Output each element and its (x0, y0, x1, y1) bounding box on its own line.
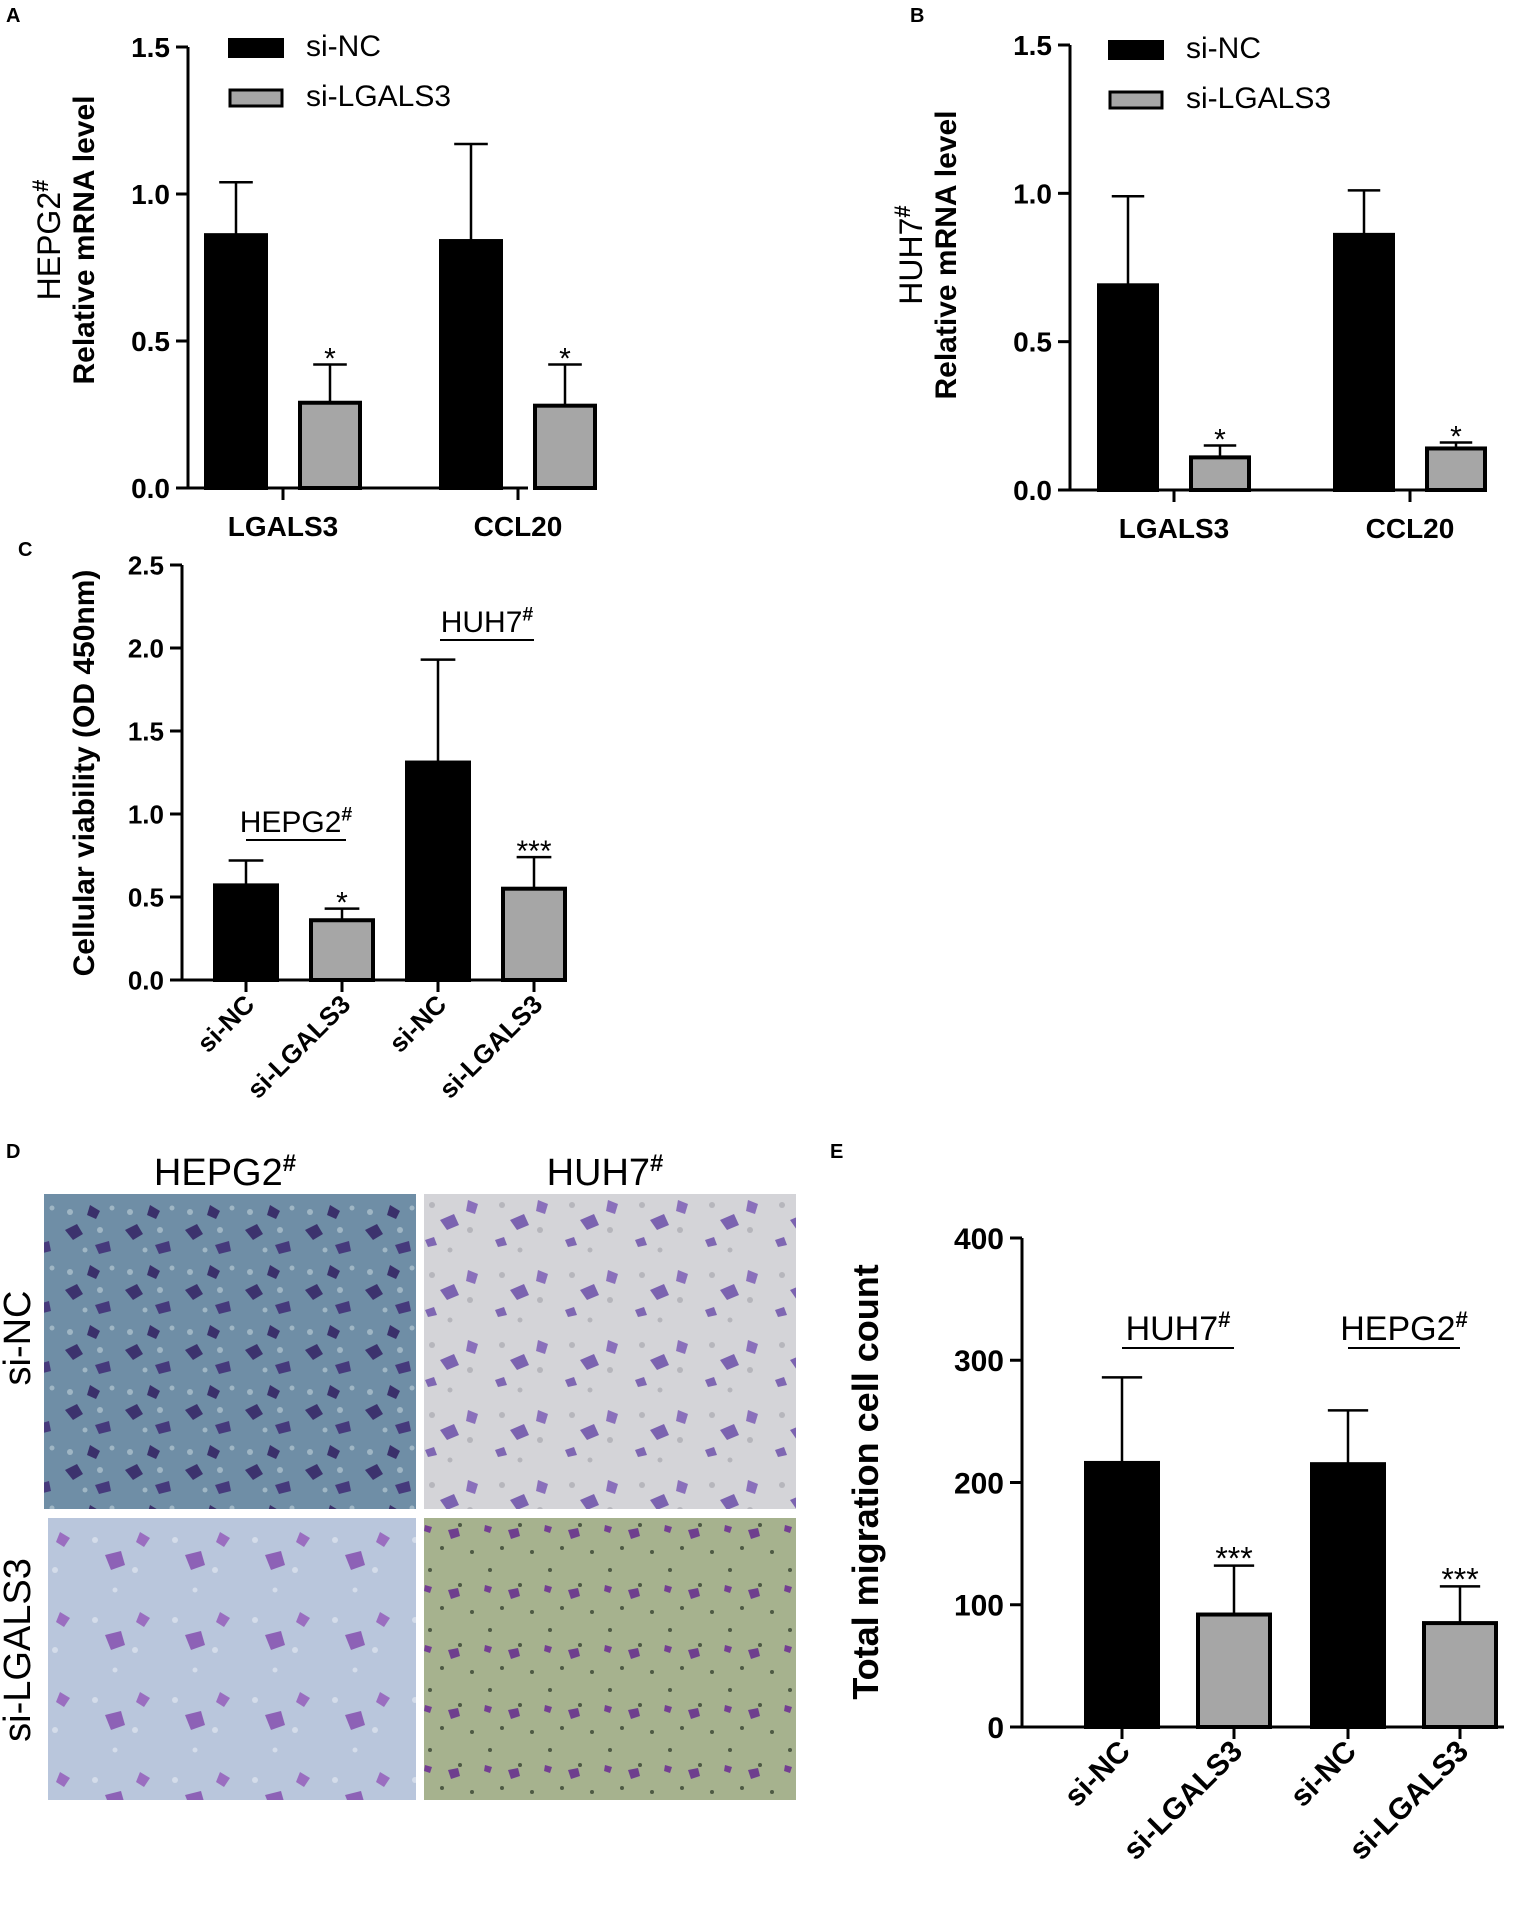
x-category-label: si-NC (191, 989, 260, 1058)
group-label: HUH7# (1126, 1307, 1231, 1348)
micrograph-col-header-hepg2: HEPG2# (154, 1150, 296, 1194)
x-category-label: CCL20 (1366, 513, 1455, 544)
bar (501, 886, 567, 983)
bar (1084, 1460, 1160, 1729)
group-label: HEPG2# (240, 804, 353, 839)
legend-swatch-si-lgals3 (228, 88, 284, 108)
y-tick-label: 0.5 (128, 882, 164, 912)
legend-label-si-lgals3: si-LGALS3 (306, 80, 451, 113)
bar (1189, 455, 1251, 493)
chart-b: 0.0 0.5 1.0 1.5 LGALS3 * CCL20 * HUH7# Relative m… (890, 30, 1487, 544)
y-tick-label: 2.5 (128, 550, 164, 580)
x-category-label: si-LGALS3 (1117, 1735, 1249, 1867)
micrograph-hepg2-si-lgals3 (48, 1518, 416, 1800)
bar (1310, 1462, 1386, 1729)
panel-label-c: C (18, 539, 32, 561)
y-tick-label: 0.5 (1013, 327, 1052, 358)
y-axis-label: Total migration cell count (845, 1264, 886, 1699)
y-tick-label: 100 (954, 1590, 1004, 1623)
bar (1422, 1621, 1498, 1730)
bar (309, 918, 375, 982)
significance-label: * (1214, 424, 1226, 457)
y-tick-label: 0 (987, 1712, 1004, 1745)
x-category-label: si-NC (1058, 1735, 1137, 1814)
significance-label: * (324, 343, 336, 376)
micrograph-huh7-si-lgals3 (424, 1518, 796, 1800)
chart-c: 0.00.51.01.52.02.5si-NC*si-LGALS3 si-NC**… (68, 550, 567, 1104)
y-axis-label: Cellular viability (OD 450nm) (68, 570, 101, 977)
significance-label: * (1450, 421, 1462, 454)
y-tick-label: 1.0 (128, 799, 164, 829)
x-category-label: CCL20 (474, 511, 563, 542)
x-category-label: si-LGALS3 (1343, 1735, 1475, 1867)
bar (1097, 283, 1159, 492)
significance-label: *** (516, 835, 551, 868)
y-tick-label: 0.0 (131, 473, 170, 504)
micrograph-row-header-si-lgals3: si-LGALS3 (0, 1558, 39, 1742)
micrograph-hepg2-si-nc (44, 1194, 416, 1509)
significance-label: * (336, 887, 348, 920)
bar (1425, 446, 1487, 493)
bar (298, 400, 362, 490)
x-category-label: si-NC (1284, 1735, 1363, 1814)
y-tick-label: 1.0 (1013, 178, 1052, 209)
micrograph-col-header-huh7: HUH7# (547, 1150, 664, 1194)
x-category-label: LGALS3 (228, 511, 338, 542)
group-label: HEPG2# (1340, 1307, 1468, 1348)
y-tick-label: 200 (954, 1467, 1004, 1500)
bar (204, 233, 268, 490)
group-label: HUH7# (441, 604, 534, 639)
bar (405, 760, 471, 982)
legend-label-si-nc: si-NC (1186, 32, 1261, 65)
bar (1196, 1612, 1272, 1730)
y-axis-label: HUH7# Relative mRNA level (890, 110, 963, 399)
significance-label: * (559, 343, 571, 376)
x-category-label: si-LGALS3 (241, 989, 356, 1104)
significance-label: *** (1215, 1541, 1252, 1577)
y-tick-label: 1.5 (131, 32, 170, 63)
y-tick-label: 0.0 (1013, 475, 1052, 506)
legend-label-si-lgals3: si-LGALS3 (1186, 82, 1331, 115)
y-tick-label: 2.0 (128, 633, 164, 663)
legend-label-si-nc: si-NC (306, 30, 381, 63)
micrograph-huh7-si-nc (424, 1194, 796, 1509)
y-tick-label: 0.0 (128, 965, 164, 995)
y-tick-label: 0.5 (131, 326, 170, 357)
y-tick-label: 400 (954, 1223, 1004, 1256)
x-category-label: LGALS3 (1119, 513, 1229, 544)
micrograph-row-header-si-nc: si-NC (0, 1291, 39, 1386)
panel-label-e: E (830, 1141, 843, 1163)
x-category-label: si-LGALS3 (433, 989, 548, 1104)
legend-swatch-si-nc (1108, 40, 1164, 60)
legend-swatch-si-lgals3 (1108, 90, 1164, 110)
y-tick-label: 1.5 (1013, 30, 1052, 61)
bar (1333, 232, 1395, 492)
bar (533, 403, 597, 490)
panel-label-b: B (910, 5, 924, 27)
x-category-label: si-NC (383, 989, 452, 1058)
y-tick-label: 1.5 (128, 716, 164, 746)
legend-swatch-si-nc (228, 38, 284, 58)
bar (213, 883, 279, 983)
y-tick-label: 300 (954, 1345, 1004, 1378)
y-tick-label: 1.0 (131, 179, 170, 210)
chart-a: 0.0 0.5 1.0 1.5 LGALS3 * CCL20 * HEPG2# Relative … (28, 30, 597, 542)
significance-label: *** (1441, 1561, 1478, 1597)
panel-label-d: D (6, 1141, 20, 1163)
panel-label-a: A (6, 5, 20, 27)
y-axis-label: HEPG2# Relative mRNA level (28, 95, 101, 384)
bar (439, 239, 503, 490)
